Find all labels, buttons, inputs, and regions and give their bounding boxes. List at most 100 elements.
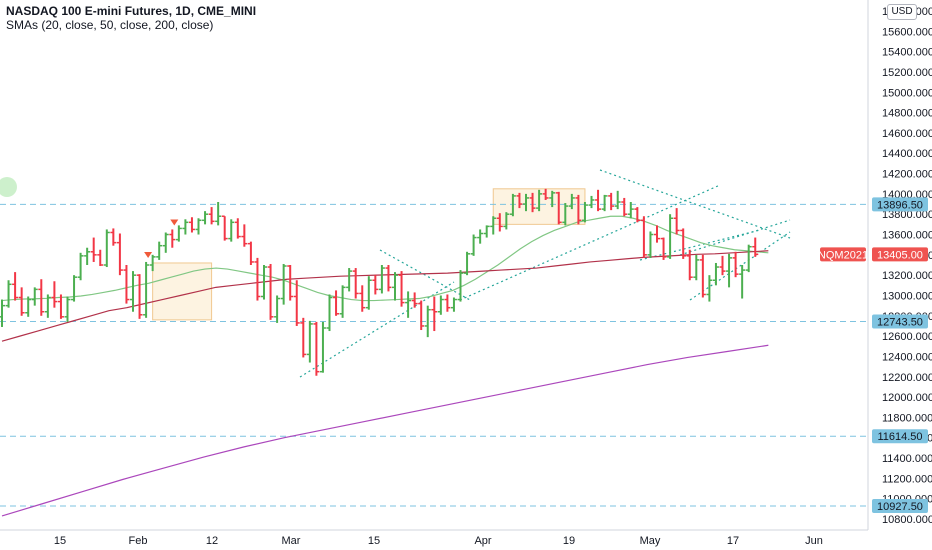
ohlc-bar: [568, 193, 575, 210]
ohlc-bar: [464, 251, 471, 276]
ohlc-bar: [234, 218, 241, 239]
ohlc-bar: [215, 202, 222, 226]
ohlc-bar: [156, 241, 163, 260]
ohlc-bar: [25, 296, 32, 317]
ohlc-bar: [660, 237, 667, 260]
ohlc-bar: [732, 251, 739, 278]
ohlc-bar: [621, 197, 628, 217]
ohlc-bar: [319, 321, 326, 373]
ohlc-bar: [601, 194, 608, 212]
chart-title[interactable]: NASDAQ 100 E-mini Futures, 1D, CME_MINI: [6, 4, 257, 18]
price-tick-label: 12200.000: [882, 372, 932, 384]
ohlc-bar: [254, 257, 261, 301]
sma200-line: [1, 344, 769, 517]
trendline: [639, 229, 761, 261]
ohlc-bar: [175, 225, 182, 242]
ohlc-bar: [208, 207, 215, 225]
ohlc-bar: [608, 192, 615, 211]
signal-markers: [144, 219, 179, 258]
ohlc-bar: [719, 255, 726, 276]
price-tick-label: 12600.000: [882, 331, 932, 343]
level-price-label: 12743.50: [877, 317, 923, 329]
price-tick-label: 13600.000: [882, 230, 932, 242]
ohlc-bar: [5, 280, 12, 308]
ohlc-bar: [274, 295, 281, 323]
ohlc-bar: [693, 254, 700, 281]
time-tick-label: Feb: [129, 535, 148, 547]
ohlc-bar: [149, 254, 156, 272]
ohlc-bar: [97, 249, 104, 267]
level-price-tag: [872, 314, 928, 329]
price-tick-label: 12000.000: [882, 392, 932, 404]
price-tick-label: 13200.000: [882, 270, 932, 282]
price-tick-label: 14200.000: [882, 169, 932, 181]
level-price-label: 10927.50: [877, 501, 923, 513]
symbol-label: NQM2021: [818, 249, 868, 261]
ohlc-bar: [77, 252, 84, 281]
ohlc-bar: [12, 272, 19, 301]
ohlc-bar: [654, 225, 660, 243]
trendlines: [299, 169, 791, 378]
time-tick-label: Jun: [805, 535, 823, 547]
level-price-tag: [872, 197, 928, 212]
ohlc-bar: [300, 317, 307, 358]
price-tick-label: 11400.000: [882, 453, 932, 465]
price-tick-label: 14600.000: [882, 128, 932, 140]
ohlc-bar: [333, 290, 340, 316]
ohlc-bar: [509, 193, 516, 217]
ohlc-bar: [267, 263, 274, 320]
ohlc-bar: [634, 207, 641, 223]
time-axis: 15 Feb 12 Mar 15 Apr 19 May 17 Jun: [0, 529, 868, 547]
price-tick-label: 14400.000: [882, 148, 932, 160]
ohlc-bar: [752, 237, 759, 257]
price-tick-label: 11800.000: [882, 412, 932, 424]
trendline: [689, 231, 791, 301]
trendline: [679, 219, 791, 256]
ohlc-bar: [647, 231, 654, 258]
sell-signal-marker: [170, 219, 179, 226]
ohlc-bar: [136, 274, 143, 319]
ohlc-bar: [365, 276, 372, 310]
level-price-label: 11614.50: [877, 431, 922, 443]
ohlc-bar: [745, 244, 752, 273]
level-price-label: 13896.50: [877, 199, 923, 211]
ohlc-bar: [457, 270, 464, 302]
ohlc-bar: [110, 228, 117, 246]
ohlc-bar: [516, 192, 523, 209]
ohlc-bar: [686, 249, 693, 281]
currency-label[interactable]: USD: [887, 4, 917, 20]
ohlc-bar: [352, 268, 359, 299]
ohlc-bar: [313, 321, 320, 376]
ohlc-bar: [44, 294, 51, 318]
ohlc-bar: [64, 296, 71, 322]
trendline: [599, 169, 791, 239]
ohlc-bar: [385, 265, 392, 292]
price-tick-label: 15600.000: [882, 26, 932, 38]
ohlc-bar: [503, 212, 510, 230]
time-tick-label: 17: [727, 535, 739, 547]
time-tick-label: Mar: [282, 535, 301, 547]
price-tick-label: 12400.000: [882, 351, 932, 363]
time-tick-label: 15: [368, 535, 380, 547]
ohlc-bar: [411, 292, 418, 308]
ohlc-bar: [450, 297, 457, 312]
last-price-label: 13405.00: [877, 249, 923, 261]
price-tick-label: 15400.000: [882, 47, 932, 59]
ohlc-bar: [116, 233, 123, 276]
ohlc-bar: [496, 213, 503, 232]
price-tags: 13896.50 12743.50 11614.50 10927.50 NQM2021 1…: [818, 197, 928, 514]
level-price-tag: [872, 499, 928, 514]
ohlc-bar: [706, 275, 713, 302]
level-price-tag: [872, 429, 928, 444]
ohlc-bar: [726, 253, 733, 288]
time-tick-label: Apr: [474, 535, 491, 547]
ohlc-bar: [398, 271, 405, 307]
price-tick-label: 15200.000: [882, 67, 932, 79]
ohlc-bar: [588, 195, 595, 209]
ohlc-bar: [18, 287, 25, 316]
indicator-legend[interactable]: SMAs (20, close, 50, close, 200, close): [6, 18, 214, 32]
ohlc-bar: [529, 192, 536, 213]
ohlc-bar: [182, 219, 189, 235]
annotation-box: [152, 262, 213, 321]
sma20-line: [1, 215, 769, 302]
